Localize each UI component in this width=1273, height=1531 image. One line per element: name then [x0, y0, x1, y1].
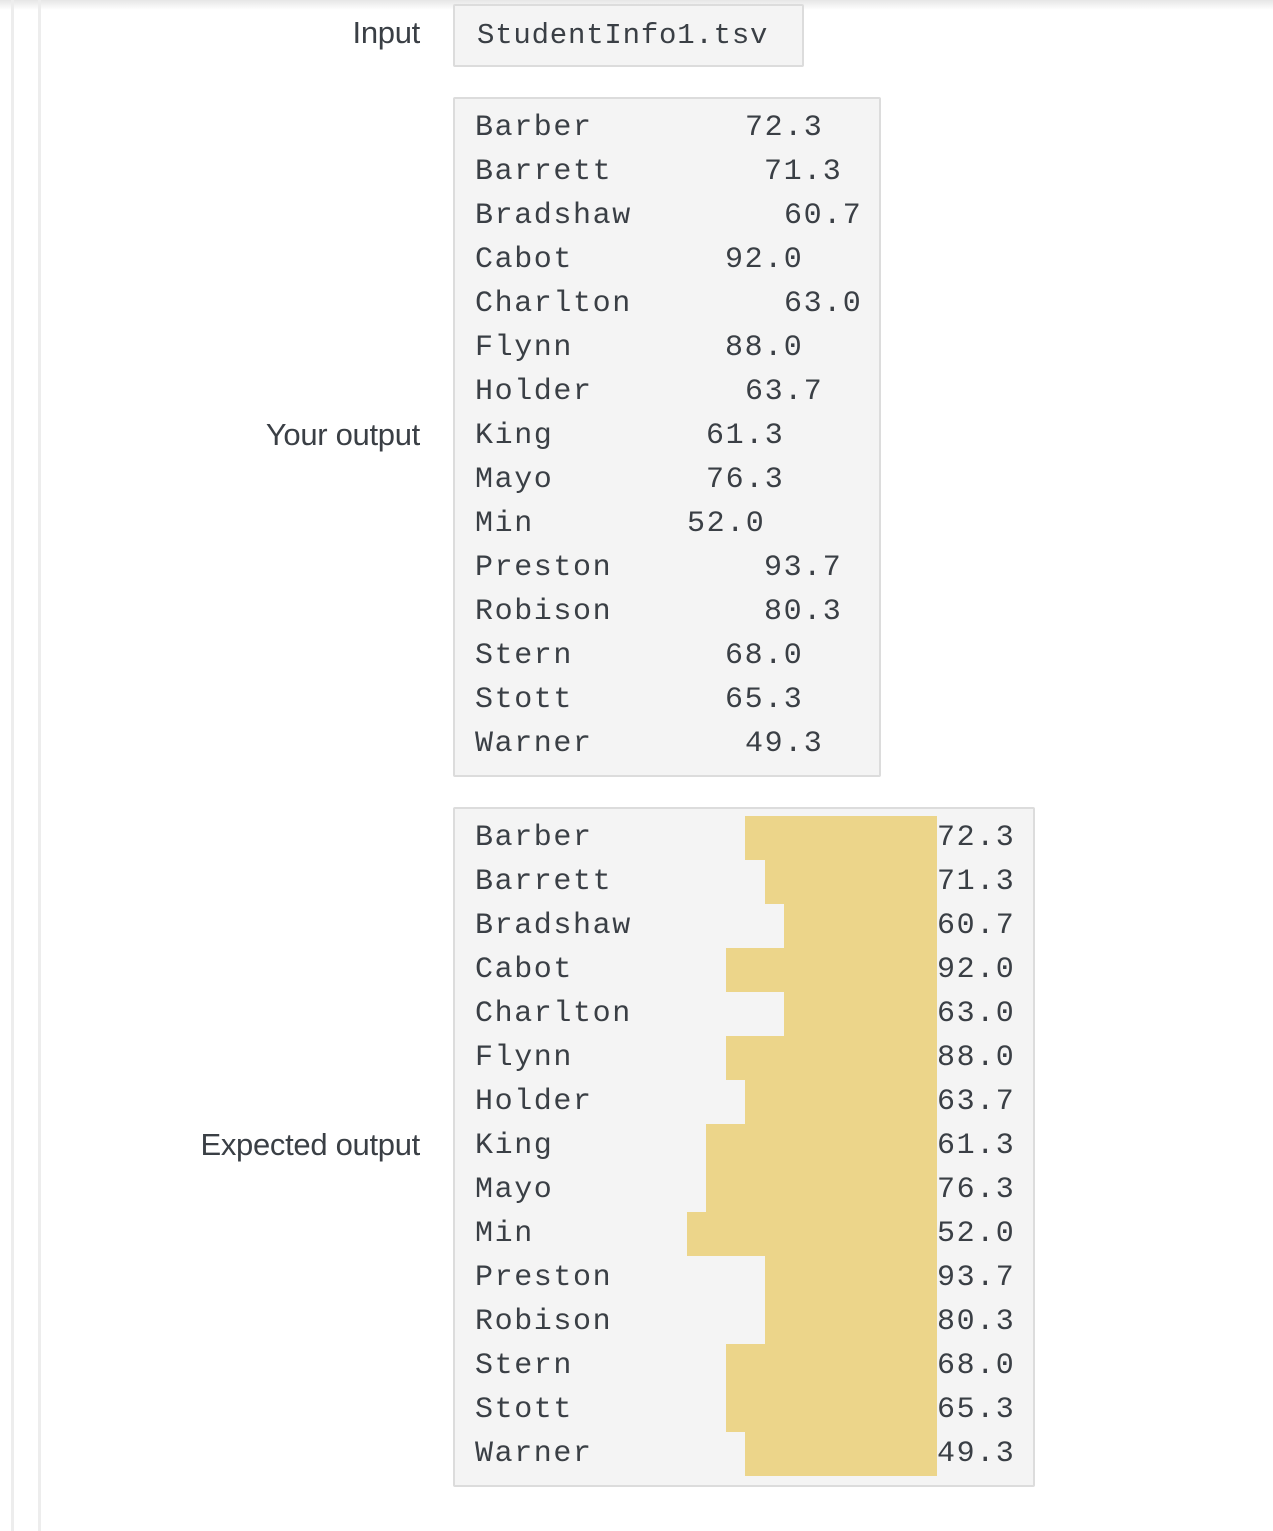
expected-output-name: Barrett	[475, 865, 613, 899]
expected-output-value: 61.3	[937, 1129, 1016, 1163]
your-output-value: 71.3	[764, 155, 843, 189]
expected-output-name: Preston	[475, 1261, 613, 1295]
diff-highlight	[784, 992, 937, 1036]
diff-highlight	[765, 1300, 937, 1344]
your-output-name: Flynn	[475, 331, 574, 365]
your-output-name: Preston	[475, 551, 613, 585]
diff-highlight	[784, 904, 937, 948]
expected-output-value: 76.3	[937, 1173, 1016, 1207]
expected-output-value: 93.7	[937, 1261, 1016, 1295]
your-output-name: Stott	[475, 683, 574, 717]
expected-output-name: Flynn	[475, 1041, 574, 1075]
your-output-value: 88.0	[725, 331, 804, 365]
expected-output-value: 71.3	[937, 865, 1016, 899]
expected-output-name: King	[475, 1129, 554, 1163]
expected-output-name: Robison	[475, 1305, 613, 1339]
expected-output-value: 49.3	[937, 1437, 1016, 1471]
expected-output-value: 68.0	[937, 1349, 1016, 1383]
your-output-value: 49.3	[745, 727, 824, 761]
left-gutter-rule	[11, 0, 41, 1531]
expected-output-value: 92.0	[937, 953, 1016, 987]
expected-output-name: Warner	[475, 1437, 593, 1471]
expected-output-value: 60.7	[937, 909, 1016, 943]
your-output-value: 52.0	[687, 507, 766, 541]
diff-highlight	[765, 860, 937, 904]
your-output-name: Barber	[475, 111, 593, 145]
your-output-value: 63.7	[745, 375, 824, 409]
diff-highlight	[745, 1432, 937, 1476]
expected-output-name: Stott	[475, 1393, 574, 1427]
expected-output-value: 80.3	[937, 1305, 1016, 1339]
your-output-name: Barrett	[475, 155, 613, 189]
your-output-name: Holder	[475, 375, 593, 409]
your-output-box: Barber 72.3 Barrett 71.3 Bradshaw 60.7 Cabot 92…	[453, 97, 881, 777]
your-output-name: Stern	[475, 639, 574, 673]
your-output-name: King	[475, 419, 554, 453]
expected-output-name: Mayo	[475, 1173, 554, 1207]
your-output-value: 93.7	[764, 551, 843, 585]
expected-output-name: Bradshaw	[475, 909, 632, 943]
expected-output-name: Min	[475, 1217, 534, 1251]
input-label: Input	[352, 15, 421, 50]
your-output-label: Your output	[265, 417, 420, 452]
expected-output-value: 63.7	[937, 1085, 1016, 1119]
your-output-value: 76.3	[706, 463, 785, 497]
your-output-value: 72.3	[745, 111, 824, 145]
diff-highlight	[726, 948, 937, 992]
diff-highlight	[706, 1124, 937, 1168]
expected-output-name: Charlton	[475, 997, 632, 1031]
expected-output-value: 65.3	[937, 1393, 1016, 1427]
diff-highlight	[726, 1388, 937, 1432]
input-file-name: StudentInfo1.tsv	[477, 19, 769, 52]
your-output-name: Warner	[475, 727, 593, 761]
your-output-name: Cabot	[475, 243, 574, 277]
your-output-value: 80.3	[764, 595, 843, 629]
diff-highlight	[687, 1212, 937, 1256]
expected-output-box: Barber 72.3 Barrett 71.3 Bradshaw 60.7 Cabot 92…	[453, 807, 1035, 1487]
your-output-value: 92.0	[725, 243, 804, 277]
expected-output-name: Cabot	[475, 953, 574, 987]
expected-output-value: 52.0	[937, 1217, 1016, 1251]
diff-highlight	[726, 1344, 937, 1388]
diff-highlight	[765, 1256, 937, 1300]
your-output-value: 65.3	[725, 683, 804, 717]
your-output-name: Charlton	[475, 287, 632, 321]
diff-highlight	[745, 816, 937, 860]
diff-highlight	[745, 1080, 937, 1124]
expected-output-label: Expected output	[200, 1127, 420, 1162]
your-output-value: 61.3	[706, 419, 785, 453]
expected-output-value: 72.3	[937, 821, 1016, 855]
expected-output-value: 88.0	[937, 1041, 1016, 1075]
diff-highlight	[726, 1036, 937, 1080]
your-output-name: Mayo	[475, 463, 554, 497]
your-output-value: 60.7	[784, 199, 863, 233]
input-file-box: StudentInfo1.tsv	[453, 4, 804, 67]
your-output-name: Min	[475, 507, 534, 541]
your-output-value: 63.0	[784, 287, 863, 321]
expected-output-name: Holder	[475, 1085, 593, 1119]
expected-output-value: 63.0	[937, 997, 1016, 1031]
your-output-name: Bradshaw	[475, 199, 632, 233]
diff-highlight	[706, 1168, 937, 1212]
expected-output-name: Stern	[475, 1349, 574, 1383]
your-output-value: 68.0	[725, 639, 804, 673]
your-output-name: Robison	[475, 595, 613, 629]
expected-output-name: Barber	[475, 821, 593, 855]
